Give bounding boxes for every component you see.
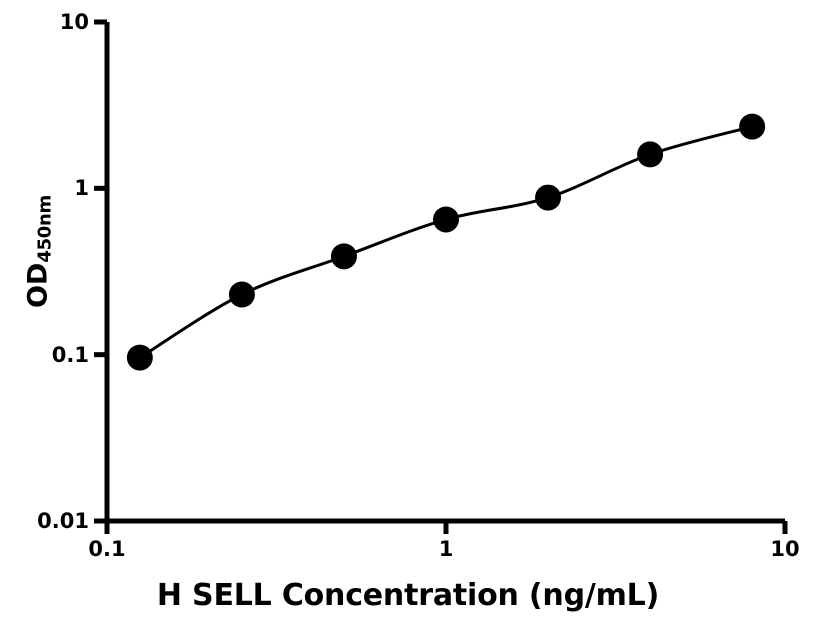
- axis-spines: [104, 22, 785, 524]
- y-axis-title-subscript: 450nm: [34, 194, 56, 263]
- x-tick-label: 0.1: [88, 537, 126, 561]
- x-axis-title: H SELL Concentration (ng/mL): [156, 578, 660, 613]
- x-tick-label: 1: [438, 537, 454, 561]
- y-tick-label: 0.01: [37, 509, 89, 533]
- data-point-markers: [126, 113, 766, 371]
- data-point: [433, 206, 459, 233]
- y-axis-title-base: OD: [22, 262, 54, 309]
- y-tick-label: 10: [59, 10, 89, 34]
- data-point: [126, 344, 153, 371]
- data-point: [535, 184, 562, 211]
- data-point: [228, 281, 255, 308]
- y-tick-label: 0.1: [51, 342, 89, 367]
- y-axis-title: OD450nm: [22, 152, 56, 352]
- data-point: [739, 113, 766, 140]
- data-point: [637, 141, 664, 168]
- data-point: [330, 243, 357, 270]
- axis-ticks: [94, 19, 788, 534]
- y-tick-label: 1: [74, 176, 89, 201]
- x-tick-label: 10: [770, 537, 800, 561]
